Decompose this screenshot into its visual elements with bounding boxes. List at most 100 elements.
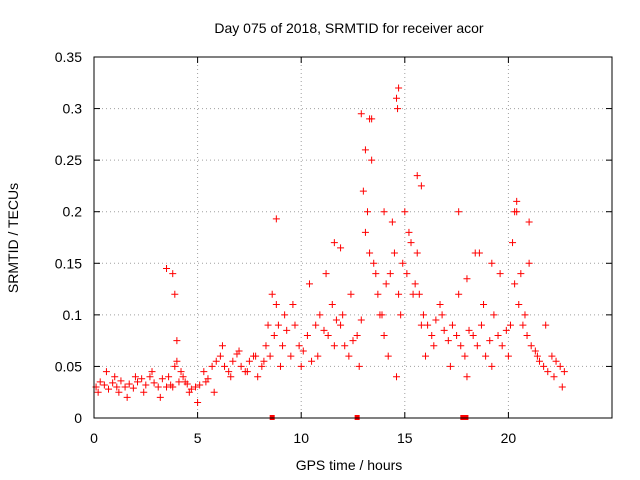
data-point bbox=[463, 275, 471, 283]
data-point bbox=[463, 373, 471, 381]
data-point bbox=[229, 357, 237, 365]
data-point bbox=[131, 373, 139, 381]
data-point bbox=[413, 172, 421, 180]
data-point bbox=[473, 342, 481, 350]
data-point bbox=[158, 375, 166, 383]
data-point bbox=[368, 156, 376, 164]
data-point bbox=[177, 368, 185, 376]
data-point bbox=[359, 187, 367, 195]
data-point bbox=[415, 290, 423, 298]
data-point bbox=[266, 352, 274, 360]
data-point bbox=[171, 290, 179, 298]
data-point bbox=[347, 290, 355, 298]
x-tick-label: 0 bbox=[90, 430, 98, 446]
data-point bbox=[303, 331, 311, 339]
data-point bbox=[281, 311, 289, 319]
data-point bbox=[102, 368, 110, 376]
data-point bbox=[399, 259, 407, 267]
data-point bbox=[380, 331, 388, 339]
data-point bbox=[134, 378, 142, 386]
data-point bbox=[252, 352, 260, 360]
data-point bbox=[169, 270, 177, 278]
data-point bbox=[262, 342, 270, 350]
data-point bbox=[397, 311, 405, 319]
data-point bbox=[196, 381, 204, 389]
data-point bbox=[260, 357, 268, 365]
data-point bbox=[291, 321, 299, 329]
data-point bbox=[558, 383, 566, 391]
data-point bbox=[272, 215, 280, 223]
data-point bbox=[506, 321, 514, 329]
data-point bbox=[413, 249, 421, 257]
data-point bbox=[105, 385, 113, 393]
data-point bbox=[194, 399, 202, 407]
data-point bbox=[461, 352, 469, 360]
data-point bbox=[121, 383, 129, 391]
data-point bbox=[212, 357, 220, 365]
data-point bbox=[368, 115, 376, 123]
data-point bbox=[115, 388, 123, 396]
data-point bbox=[511, 208, 519, 216]
data-point bbox=[245, 357, 253, 365]
plot-frame bbox=[93, 56, 613, 419]
data-point bbox=[349, 337, 357, 345]
data-point bbox=[96, 378, 104, 386]
data-point bbox=[550, 373, 558, 381]
data-point bbox=[276, 362, 284, 370]
data-point bbox=[511, 280, 519, 288]
y-axis-label: SRMTID / TECUs bbox=[5, 183, 21, 293]
data-point bbox=[254, 373, 262, 381]
data-point bbox=[339, 311, 347, 319]
data-point bbox=[142, 381, 150, 389]
data-point bbox=[146, 373, 154, 381]
data-point bbox=[535, 357, 543, 365]
data-point bbox=[540, 362, 548, 370]
data-point bbox=[173, 357, 181, 365]
data-point bbox=[140, 388, 148, 396]
data-point bbox=[353, 331, 361, 339]
data-point bbox=[395, 84, 403, 92]
data-point bbox=[357, 316, 365, 324]
data-point bbox=[117, 377, 125, 385]
data-point bbox=[411, 280, 419, 288]
x-tick-label: 10 bbox=[293, 430, 309, 446]
data-point bbox=[332, 316, 340, 324]
data-point bbox=[502, 326, 510, 334]
data-point bbox=[221, 362, 229, 370]
data-point bbox=[424, 321, 432, 329]
data-point bbox=[330, 239, 338, 247]
data-point bbox=[270, 331, 278, 339]
data-point bbox=[531, 347, 539, 355]
data-point bbox=[295, 342, 303, 350]
data-point bbox=[380, 208, 388, 216]
data-point bbox=[374, 290, 382, 298]
data-point bbox=[169, 383, 177, 391]
data-point bbox=[372, 270, 380, 278]
data-point bbox=[436, 301, 444, 309]
data-point bbox=[440, 326, 448, 334]
y-tick-label: 0.15 bbox=[55, 255, 82, 271]
data-point bbox=[216, 352, 224, 360]
data-point bbox=[525, 259, 533, 267]
data-point bbox=[341, 342, 349, 350]
data-point bbox=[208, 362, 216, 370]
data-point bbox=[345, 352, 353, 360]
data-point bbox=[475, 249, 483, 257]
data-point bbox=[138, 375, 146, 383]
data-point bbox=[322, 270, 330, 278]
data-point bbox=[430, 342, 438, 350]
data-point bbox=[123, 393, 131, 401]
data-point bbox=[227, 373, 235, 381]
data-point bbox=[243, 368, 251, 376]
data-point bbox=[401, 208, 409, 216]
data-point bbox=[210, 388, 218, 396]
data-point bbox=[444, 337, 452, 345]
data-point bbox=[258, 362, 266, 370]
data-point bbox=[504, 352, 512, 360]
data-point bbox=[324, 331, 332, 339]
data-point bbox=[560, 368, 568, 376]
data-point bbox=[488, 259, 496, 267]
data-point bbox=[513, 197, 521, 205]
x-axis-label: GPS time / hours bbox=[296, 457, 403, 473]
